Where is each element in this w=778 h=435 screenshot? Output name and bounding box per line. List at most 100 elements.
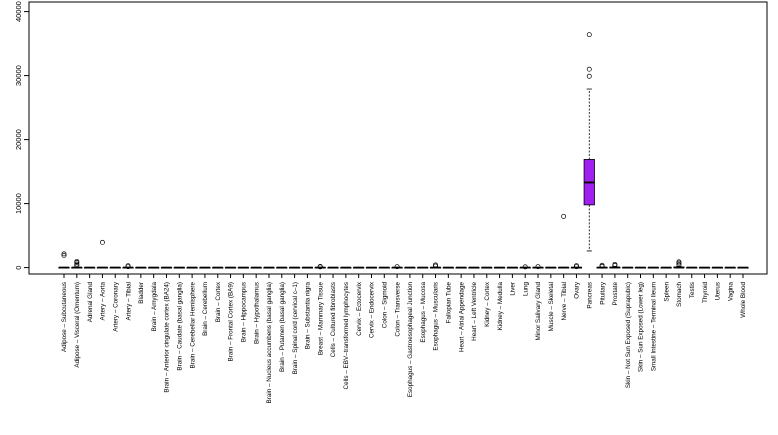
x-tick-label: Liver [510,282,517,296]
outlier-point [535,264,541,270]
x-tick-label: Brain – Substantia nigra [305,282,312,350]
x-tick-label: Vagina [727,282,734,302]
x-tick-label: Brain – Cerebellar Hemisphere [189,282,196,369]
y-tick-label: 0 [14,266,23,270]
box-group [455,266,467,269]
x-tick-label: Brain – Hippocampus [241,282,248,342]
outlier-point [99,239,105,245]
box-group [660,266,672,269]
x-tick-label: Brain – Cortex [215,281,222,322]
x-tick-label: Breast – Mammary Tissue [317,282,324,356]
box-group [148,266,160,269]
y-axis: 0 10000 20000 30000 40000 [14,1,29,270]
x-tick-label: Ovary [574,281,581,299]
box-group [481,266,493,269]
outlier-point [317,263,323,269]
box-group [58,251,70,269]
outlier-point [74,261,80,267]
y-tick-label: 20000 [14,129,23,150]
box-group [340,266,352,269]
x-tick-label: Stomach [676,282,683,307]
y-tick-label: 10000 [14,193,23,214]
outlier-point [394,264,400,270]
x-tick-label: Cervix – Endocervix [369,281,376,338]
box-group [647,266,659,269]
plot-frame [28,1,768,275]
y-tick-label: 40000 [14,1,23,22]
box-group [135,266,147,269]
outlier-point [74,262,80,268]
box-group [673,259,685,269]
box-group [404,266,416,269]
box-group [276,266,288,269]
x-tick-label: Kidney – Cortex [484,281,491,327]
outlier-point [74,259,80,264]
box-group [583,32,595,252]
box-group [442,266,454,269]
outlier-point [433,262,438,268]
box-group [429,262,442,269]
x-tick-label: Brain – Caudate (basal ganglia) [177,282,184,371]
outlier-point [522,264,528,270]
outlier-point [676,259,682,265]
box-group [724,266,736,269]
x-tick-label: Adrenal Gland [87,282,94,323]
box-group [122,263,134,270]
x-tick-label: Pituitary [599,281,606,305]
x-tick-label: Brain – Hypothalamus [253,282,260,344]
box-group [109,266,121,269]
box-group [634,266,647,269]
x-tick-label: Whole Blood [740,282,747,318]
x-tick-label: Testis [689,282,696,298]
box-group [545,266,557,269]
box-group [417,266,429,269]
outlier-point [599,262,605,268]
box-group [698,266,711,269]
x-tick-label: Artery – Tibial [125,282,132,321]
x-tick-label: Esophagus – Gastroesophageal Junction [407,282,414,398]
x-tick-label: Prostate [612,282,619,306]
box-group [570,263,583,270]
x-tick-label: Brain – Frontal Cortex (BA9) [228,282,235,361]
box-group [711,266,723,269]
outlier-point [125,263,131,269]
box-group [250,266,262,269]
outlier-point [574,263,579,269]
outlier-point [586,66,592,72]
x-tick-label: Muscle – Skeletal [548,282,555,331]
box-group [609,261,621,269]
x-tick-label: Colon – Sigmoid [381,282,388,329]
outlier-point [61,252,67,258]
outlier-point [61,251,67,257]
box-group [301,266,314,269]
x-tick-label: Cells – EBV–transformed lymphocytes [343,282,350,389]
x-tick-label: Nerve – Tibial [561,282,568,321]
box-group [263,266,275,269]
x-tick-label: Heart – Atrial Appendage [458,282,465,353]
outlier-point [586,73,592,79]
box-group [224,266,237,269]
x-tick-label: Skin – Not Sun Exposed (Suprapubic) [625,282,632,388]
box-group [186,266,198,269]
x-tick-label: Kidney – Medulla [497,282,504,331]
box-group [96,239,109,269]
box-group [737,266,749,269]
box-group [506,266,518,269]
x-tick-label: Brain – Anterior cingulate cortex (BA24) [164,282,171,393]
x-tick-label: Minor Salivary Gland [535,282,542,341]
box-group [596,262,608,269]
outlier-point [561,213,567,219]
x-tick-label: Brain – Nucleus accumbens (basal ganglia… [266,282,273,403]
x-tick-label: Esophagus – Muscularis [433,282,440,351]
x-tick-label: Spleen [663,282,670,302]
outlier-point [676,262,682,268]
box-group [173,266,185,269]
box-group [519,264,531,270]
box-group [71,259,83,269]
x-tick-label: Pancreas [586,282,593,309]
box-group [468,266,480,269]
x-tick-label: Artery – Aorta [100,282,107,321]
x-tick-label: Brain – Cerebellum [202,282,209,336]
box-group [622,266,634,269]
